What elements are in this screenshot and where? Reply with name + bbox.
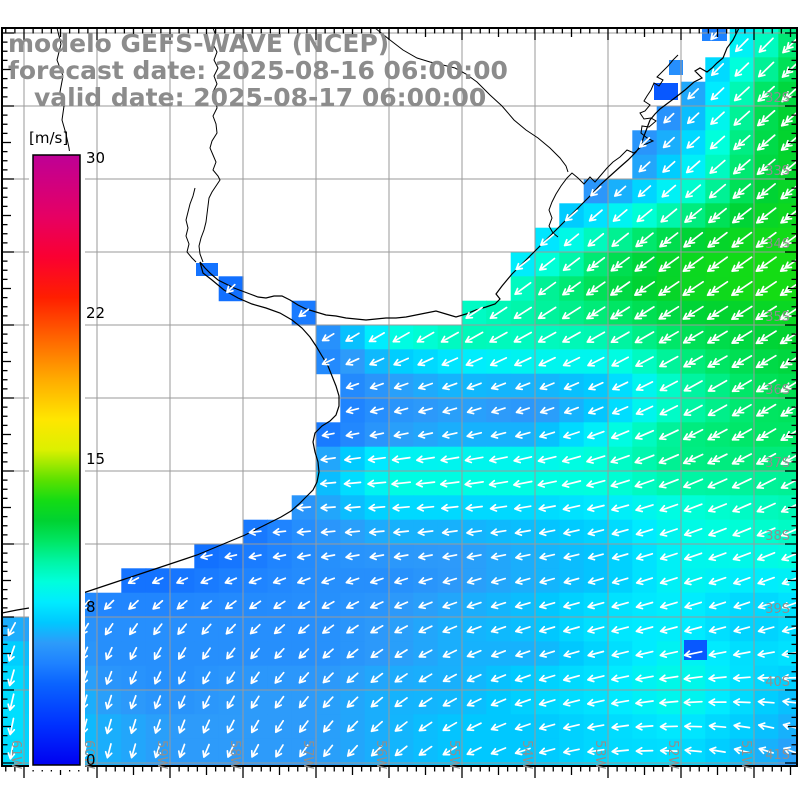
svg-text:32S: 32S <box>765 91 790 106</box>
colorbar <box>29 151 85 770</box>
svg-text:58W: 58W <box>227 740 242 770</box>
svg-text:36S: 36S <box>765 383 790 398</box>
border-line <box>374 28 569 173</box>
model-title: modelo GEFS-WAVE (NCEP) <box>8 29 390 58</box>
colorbar-tick-8: 8 <box>86 598 96 616</box>
colorbar-tick-0: 0 <box>86 751 96 769</box>
svg-text:52W: 52W <box>665 740 680 770</box>
svg-text:38S: 38S <box>765 529 790 544</box>
svg-text:59W: 59W <box>154 740 169 770</box>
svg-text:53W: 53W <box>592 740 607 770</box>
svg-text:56W: 56W <box>373 740 388 770</box>
svg-text:41S: 41S <box>765 748 790 763</box>
uruguay-river <box>198 28 221 263</box>
svg-text:35S: 35S <box>765 310 790 325</box>
graticule <box>2 28 797 766</box>
svg-text:33S: 33S <box>765 164 790 179</box>
svg-text:40S: 40S <box>765 675 790 690</box>
uruguay-river-west-bank <box>185 187 197 263</box>
colorbar-tick-15: 15 <box>86 450 106 468</box>
svg-text:55W: 55W <box>446 740 461 770</box>
field-layer <box>2 28 797 766</box>
vector-arrows <box>7 28 797 760</box>
colorbar-tick-22: 22 <box>86 304 106 322</box>
svg-text:57W: 57W <box>300 740 315 770</box>
svg-text:37S: 37S <box>765 456 790 471</box>
svg-text:54W: 54W <box>519 740 534 770</box>
svg-text:51W: 51W <box>738 740 753 770</box>
svg-text:39S: 39S <box>765 602 790 617</box>
colorbar-unit-label: [m/s] <box>29 129 69 147</box>
svg-text:61W: 61W <box>8 740 23 770</box>
colorbar-tick-30: 30 <box>86 149 106 167</box>
svg-text:34S: 34S <box>765 237 790 252</box>
map-frame <box>1 27 798 767</box>
forecast-date: forecast date: 2025-08-16 06:00:00 <box>8 56 508 85</box>
lagoon-outline <box>548 54 679 238</box>
valid-date: valid date: 2025-08-17 06:00:00 <box>34 83 487 112</box>
